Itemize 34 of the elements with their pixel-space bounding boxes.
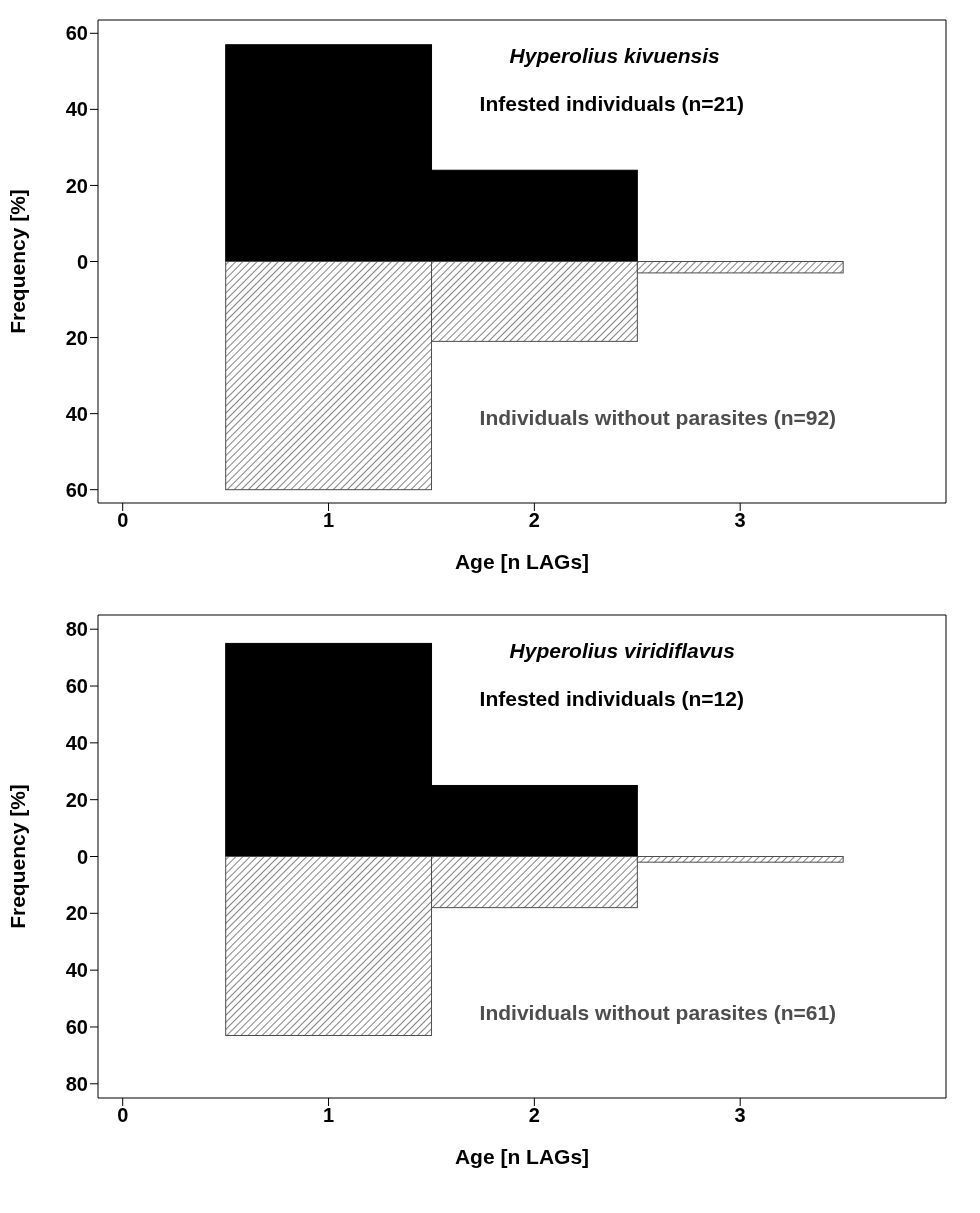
- x-tick-label: 0: [117, 509, 129, 532]
- y-tick-label: 40: [65, 402, 88, 425]
- y-tick-label: 80: [65, 1072, 88, 1095]
- x-tick-label: 3: [734, 509, 746, 532]
- x-tick-label: 1: [322, 1104, 335, 1127]
- y-tick-label: 20: [65, 902, 88, 925]
- y-tick-label: 40: [65, 959, 88, 982]
- y-tick-label: 20: [65, 174, 88, 197]
- x-axis-title: Age [n LAGs]: [454, 1145, 590, 1168]
- y-axis-title: Frequency [%]: [6, 189, 30, 334]
- text: Hyperolius viridiflavus: [509, 639, 735, 664]
- x-tick-label: 2: [528, 509, 540, 532]
- y-tick-label: 60: [65, 478, 88, 501]
- y-axis-title: Frequency [%]: [6, 784, 30, 929]
- y-tick-label: 40: [65, 98, 88, 121]
- text: Individuals without parasites (n=92): [479, 406, 837, 431]
- y-tick-label: 0: [76, 250, 88, 273]
- y-tick-label: 60: [65, 1016, 88, 1039]
- x-axis-title: Age [n LAGs]: [454, 550, 590, 573]
- text: Infested individuals (n=12): [479, 687, 744, 712]
- y-tick-label: 80: [65, 618, 88, 641]
- y-tick-label: 60: [65, 675, 88, 698]
- x-tick-label: 2: [528, 1104, 540, 1127]
- y-tick-label: 20: [65, 788, 88, 811]
- y-tick-label: 20: [65, 326, 88, 349]
- y-tick-label: 40: [65, 731, 88, 754]
- y-tick-label: 60: [65, 22, 88, 45]
- x-tick-label: 3: [734, 1104, 746, 1127]
- x-tick-label: 1: [322, 509, 335, 532]
- text: Hyperolius kivuensis: [509, 44, 720, 69]
- text: Infested individuals (n=21): [479, 92, 744, 117]
- x-tick-label: 0: [117, 1104, 129, 1127]
- text: Individuals without parasites (n=61): [479, 1001, 837, 1026]
- y-tick-label: 0: [76, 845, 88, 868]
